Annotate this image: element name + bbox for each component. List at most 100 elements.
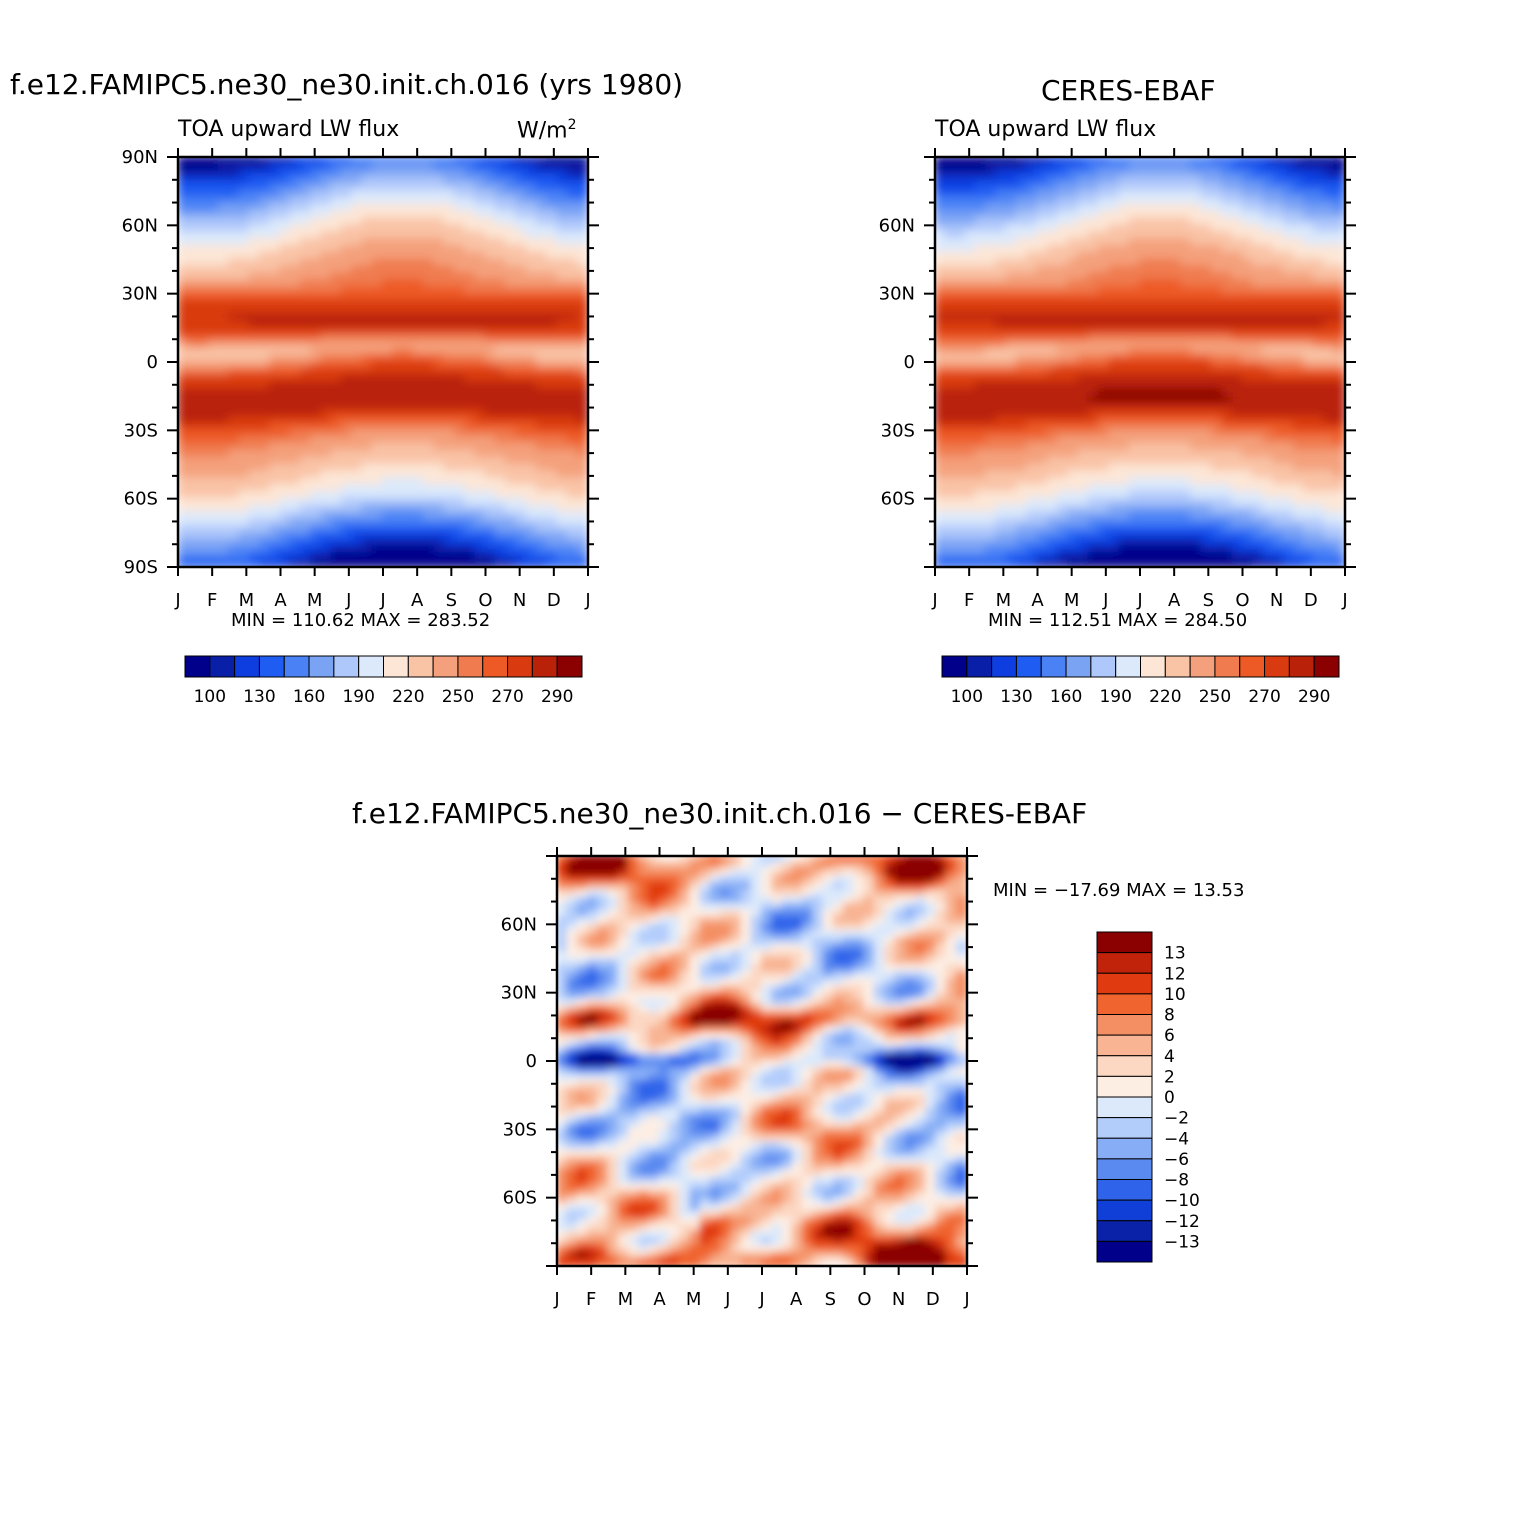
field-cell	[1313, 306, 1326, 316]
field-cell	[1262, 217, 1275, 227]
field-cell	[259, 408, 272, 418]
field-cell	[1108, 552, 1121, 562]
field-cell	[474, 559, 487, 567]
field-cell	[248, 388, 261, 398]
field-cell	[556, 367, 569, 377]
field-cell	[1303, 183, 1316, 193]
field-cell	[1016, 231, 1029, 240]
field-cell	[975, 415, 988, 425]
field-cell	[1313, 238, 1326, 247]
field-cell	[207, 402, 220, 411]
field-cell	[464, 292, 477, 302]
field-cell	[1221, 497, 1234, 507]
field-cell	[474, 313, 487, 322]
field-cell	[1190, 490, 1203, 500]
field-cell	[955, 868, 967, 878]
field-cell	[1169, 162, 1182, 172]
field-cell	[207, 395, 220, 404]
field-cell	[945, 868, 958, 878]
field-cell	[1057, 408, 1070, 418]
field-cell	[505, 272, 518, 281]
field-cell	[1190, 251, 1203, 261]
field-cell	[289, 333, 302, 343]
field-cell	[1169, 320, 1182, 329]
field-cell	[1169, 354, 1182, 363]
field-cell	[1292, 395, 1305, 404]
field-cell	[1221, 545, 1234, 555]
field-cell	[1098, 244, 1111, 254]
field-cell	[1333, 436, 1345, 445]
field-cell	[1221, 326, 1234, 336]
field-cell	[658, 875, 671, 885]
field-cell	[1159, 559, 1172, 567]
field-cell	[453, 224, 466, 234]
field-cell	[1231, 422, 1244, 432]
field-cell	[248, 552, 261, 562]
field-cell	[228, 320, 241, 329]
field-cell	[494, 251, 507, 261]
field-cell	[330, 258, 343, 268]
field-cell	[546, 326, 559, 336]
field-cell	[566, 552, 579, 562]
field-cell	[1139, 176, 1152, 186]
field-cell	[1169, 456, 1182, 466]
field-cell	[1200, 545, 1213, 555]
field-cell	[1221, 183, 1234, 193]
field-cell	[279, 244, 292, 254]
field-cell	[228, 374, 241, 384]
field-cell	[238, 545, 251, 555]
field-cell	[218, 183, 231, 193]
field-cell	[1149, 326, 1162, 336]
field-cell	[453, 408, 466, 418]
field-cell	[1046, 224, 1059, 234]
field-cell	[1005, 374, 1018, 384]
field-cell	[371, 217, 384, 227]
field-cell	[566, 395, 579, 404]
field-cell	[443, 545, 456, 555]
field-cell	[484, 490, 497, 500]
field-cell	[1180, 224, 1193, 234]
field-cell	[382, 157, 395, 165]
field-cell	[1180, 210, 1193, 220]
field-cell	[351, 326, 364, 336]
field-cell	[1108, 436, 1121, 445]
field-cell	[1128, 388, 1141, 398]
field-cell	[1149, 203, 1162, 213]
field-cell	[269, 326, 282, 336]
field-cell	[668, 861, 681, 871]
field-cell	[1272, 361, 1285, 370]
field-cell	[576, 463, 588, 473]
field-cell	[392, 285, 405, 295]
field-cell	[505, 456, 518, 466]
contour-field	[935, 157, 1345, 567]
field-cell	[361, 361, 374, 370]
field-cell	[361, 217, 374, 227]
field-cell	[954, 347, 967, 357]
field-cell	[1210, 354, 1223, 363]
field-cell	[289, 265, 302, 275]
field-cell	[474, 197, 487, 206]
field-cell	[382, 272, 395, 281]
field-cell	[453, 374, 466, 384]
field-cell	[1128, 559, 1141, 567]
field-cell	[187, 320, 200, 329]
field-cell	[822, 875, 835, 885]
field-cell	[1067, 299, 1080, 309]
field-cell	[382, 217, 395, 227]
field-cell	[1231, 197, 1244, 206]
field-cell	[505, 217, 518, 227]
field-cell	[546, 285, 559, 295]
field-cell	[1262, 395, 1275, 404]
field-cell	[576, 381, 588, 391]
field-cell	[412, 511, 425, 521]
field-cell	[1282, 306, 1295, 316]
field-cell	[597, 868, 610, 878]
field-cell	[218, 388, 231, 398]
field-cell	[474, 531, 487, 541]
field-cell	[1313, 504, 1326, 514]
field-cell	[178, 422, 190, 432]
field-cell	[1159, 354, 1172, 363]
field-cell	[1262, 157, 1275, 165]
field-cell	[995, 258, 1008, 268]
field-cell	[1016, 497, 1029, 507]
